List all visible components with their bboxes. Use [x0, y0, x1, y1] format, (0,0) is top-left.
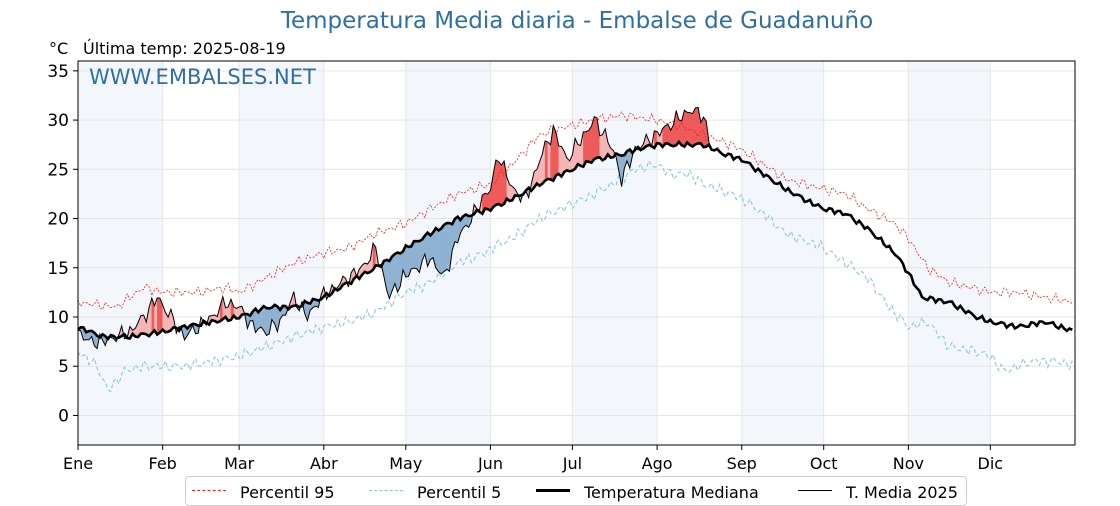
- fill-below-median: [413, 240, 417, 270]
- fill-above-median: [498, 161, 502, 207]
- x-tick-label: Sep: [727, 454, 757, 473]
- fill-above-median: [501, 160, 505, 207]
- fill-above-median: [547, 141, 551, 180]
- month-bands: [78, 61, 991, 445]
- month-band: [572, 61, 658, 445]
- series-line-median: [77, 139, 1073, 341]
- month-band: [78, 61, 163, 445]
- legend-swatch-year: [798, 490, 832, 491]
- x-tick-label: Feb: [149, 454, 177, 473]
- fill-above-median: [544, 140, 549, 181]
- fill-above-median: [484, 192, 488, 210]
- last-temp-label: Última temp: 2025-08-19: [83, 39, 286, 58]
- fill-below-median: [405, 245, 409, 278]
- series-line-year: [77, 106, 710, 350]
- x-axis-ticks: Ene Feb Mar Abr May Jun Jul Ago Sep Oct Nov Dic: [63, 445, 1003, 473]
- x-tick-label: Ago: [642, 454, 673, 473]
- fill-above-median: [695, 107, 699, 145]
- legend-label-year: T. Media 2025: [846, 483, 958, 502]
- y-tick-label: 20: [47, 210, 69, 230]
- x-tick-label: Nov: [893, 454, 924, 473]
- legend-swatch-p5: [369, 490, 403, 491]
- legend-label-p5: Percentil 5: [417, 483, 502, 502]
- series-lines: [77, 106, 1073, 393]
- fill-below-median: [416, 240, 420, 274]
- fill-above-median: [553, 125, 557, 181]
- y-tick-label: 5: [58, 357, 69, 377]
- fill-above-median: [665, 123, 669, 144]
- series-line-p95: [77, 111, 1073, 311]
- y-tick-label: 10: [47, 308, 69, 328]
- y-tick-label: 0: [58, 406, 69, 426]
- legend: Percentil 95 Percentil 5 Temperatura Med…: [185, 476, 967, 506]
- fill-below-median: [266, 307, 270, 336]
- chart-title: Temperatura Media diaria - Embalse de Gu…: [280, 8, 874, 34]
- fill-above-median: [686, 112, 691, 146]
- month-band: [908, 61, 991, 445]
- month-band: [239, 61, 324, 445]
- fill-above-median: [588, 125, 592, 163]
- fill-below-median: [446, 222, 450, 272]
- y-tick-label: 25: [47, 160, 69, 180]
- y-tick-label: 30: [47, 111, 69, 131]
- x-tick-label: May: [389, 454, 422, 473]
- legend-swatch-median: [536, 489, 570, 492]
- fill-above-median: [140, 314, 144, 334]
- fill-above-median: [495, 159, 499, 206]
- x-tick-label: Abr: [310, 454, 338, 473]
- fill-below-median: [435, 227, 439, 273]
- y-axis-ticks: 0 5 10 15 20 25 30 35: [47, 62, 78, 426]
- x-tick-label: Oct: [810, 454, 838, 473]
- y-tick-label: 35: [47, 62, 69, 82]
- fill-above-median: [558, 145, 562, 177]
- fill-above-median: [594, 116, 598, 160]
- x-tick-label: Jul: [562, 454, 582, 473]
- fill-above-median: [157, 297, 161, 335]
- series-line-p5: [77, 159, 1073, 393]
- fill-below-median: [438, 228, 442, 275]
- fill-above-median: [577, 144, 581, 167]
- x-tick-label: Mar: [224, 454, 255, 473]
- month-band: [741, 61, 824, 445]
- fill-below-median: [441, 224, 445, 275]
- x-tick-label: Dic: [978, 454, 1004, 473]
- legend-label-p95: Percentil 95: [240, 483, 335, 502]
- unit-label: °C: [49, 39, 69, 58]
- legend-swatch-p95: [192, 490, 226, 491]
- plot-frame: [77, 60, 1076, 446]
- fill-above-median: [585, 130, 589, 163]
- x-tick-label: Jun: [477, 454, 503, 473]
- y-tick-label: 15: [47, 259, 69, 279]
- x-tick-label: Ene: [63, 454, 93, 473]
- watermark: WWW.EMBALSES.NET: [89, 65, 316, 89]
- fill-below-median: [443, 222, 447, 272]
- legend-label-median: Temperatura Mediana: [584, 483, 759, 502]
